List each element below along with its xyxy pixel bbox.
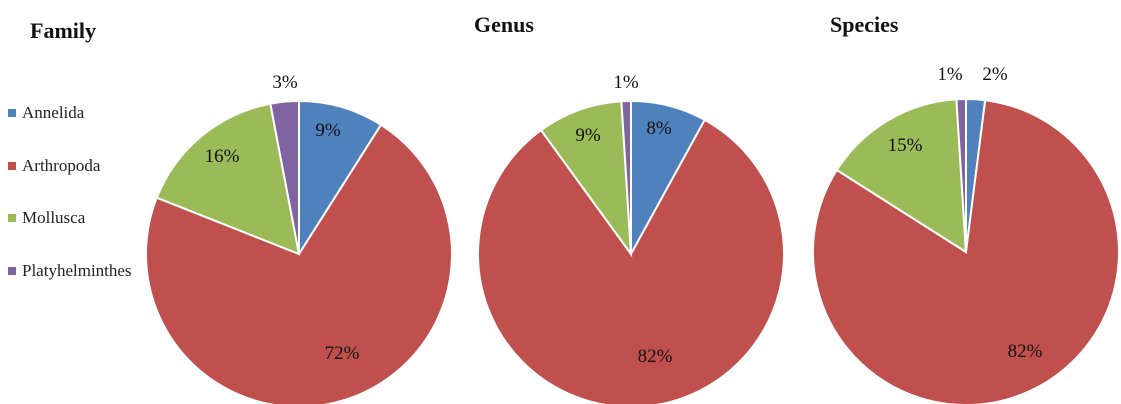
- legend-item-annelida: Annelida: [8, 100, 132, 126]
- pie-slice-mollusca: [835, 98, 968, 254]
- pie-chart-genus: 8% 82% 9% 1%: [477, 72, 785, 404]
- legend: Annelida Arthropoda Mollusca Platyhelmin…: [8, 100, 132, 310]
- data-label-mollusca: 16%: [205, 146, 240, 167]
- legend-item-arthropoda: Arthropoda: [8, 153, 132, 179]
- legend-label: Mollusca: [22, 208, 86, 227]
- legend-swatch: [8, 161, 16, 170]
- chart-title-family: Family: [30, 18, 96, 43]
- pie-slice-arthropoda: [145, 123, 453, 404]
- data-label-platyhelminthes: 3%: [272, 72, 298, 93]
- legend-label: Platyhelminthes: [22, 260, 132, 280]
- legend-swatch: [8, 109, 16, 117]
- data-label-arthropoda: 72%: [325, 343, 360, 364]
- legend-item-platyhelminthes: Platyhelminthes: [8, 258, 132, 284]
- legend-swatch: [8, 266, 16, 275]
- chart-title-genus: Genus: [474, 12, 534, 37]
- data-label-annelida: 8%: [646, 118, 672, 139]
- pie-chart-family: 9% 72% 16% 3%: [145, 72, 453, 404]
- legend-swatch: [8, 214, 16, 222]
- pie-slice-platyhelminthes: [955, 97, 967, 253]
- legend-label: Annelida: [22, 103, 85, 122]
- chart-title-species: Species: [830, 12, 899, 37]
- data-label-annelida: 9%: [315, 120, 341, 141]
- pie-slice-mollusca: [155, 102, 301, 256]
- legend-label: Arthropoda: [22, 155, 101, 175]
- legend-item-mollusca: Mollusca: [8, 205, 132, 231]
- pie-slice-platyhelminthes: [269, 99, 300, 255]
- pie-chart-species: 2% 82% 15% 1%: [812, 64, 1120, 404]
- data-label-platyhelminthes: 1%: [613, 72, 639, 93]
- pie-slice-platyhelminthes: [620, 99, 632, 255]
- data-label-mollusca: 15%: [888, 135, 923, 156]
- pie-slice-arthropoda: [477, 118, 785, 404]
- data-label-arthropoda: 82%: [638, 346, 673, 367]
- pie-slice-mollusca: [539, 100, 633, 258]
- pie-slice-annelida: [298, 99, 383, 258]
- data-label-annelida: 2%: [982, 64, 1008, 85]
- data-label-arthropoda: 82%: [1008, 341, 1043, 362]
- data-label-mollusca: 9%: [575, 125, 601, 146]
- data-label-platyhelminthes: 1%: [937, 64, 963, 85]
